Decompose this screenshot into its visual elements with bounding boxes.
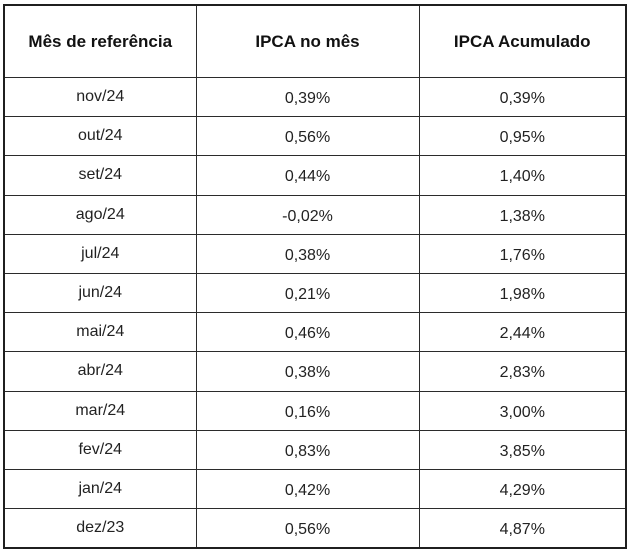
table-row: out/24 0,56% 0,95% xyxy=(3,116,627,157)
ipca-mes-cell: 0,16% xyxy=(195,390,420,431)
ipca-acumulado-cell: 3,85% xyxy=(418,429,627,470)
table-row: jan/24 0,42% 4,29% xyxy=(3,468,627,510)
table-row: jun/24 0,21% 1,98% xyxy=(3,272,627,314)
month-cell: set/24 xyxy=(3,155,197,196)
table-row: dez/23 0,56% 4,87% xyxy=(3,508,627,549)
ipca-mes-cell: 0,56% xyxy=(195,508,420,549)
table-header-row: Mês de referência IPCA no mês IPCA Acumu… xyxy=(3,4,627,78)
ipca-acumulado-cell: 2,44% xyxy=(418,312,627,353)
month-cell: mar/24 xyxy=(3,390,197,431)
ipca-acumulado-cell: 0,39% xyxy=(418,76,627,118)
header-mes-referencia: Mês de referência xyxy=(3,4,197,78)
month-cell: fev/24 xyxy=(3,429,197,470)
month-cell: jan/24 xyxy=(3,468,197,510)
ipca-acumulado-cell: 0,95% xyxy=(418,116,627,157)
month-cell: mai/24 xyxy=(3,312,197,353)
table-body: nov/24 0,39% 0,39% out/24 0,56% 0,95% set/24 0,… xyxy=(3,76,627,549)
ipca-mes-cell: 0,38% xyxy=(195,351,420,392)
ipca-table-container: Mês de referência IPCA no mês IPCA Acumu… xyxy=(3,4,627,549)
month-cell: abr/24 xyxy=(3,351,197,392)
ipca-mes-cell: 0,38% xyxy=(195,233,420,274)
ipca-acumulado-cell: 3,00% xyxy=(418,390,627,431)
ipca-acumulado-cell: 4,29% xyxy=(418,468,627,510)
table-row: mar/24 0,16% 3,00% xyxy=(3,390,627,431)
month-cell: out/24 xyxy=(3,116,197,157)
month-cell: dez/23 xyxy=(3,508,197,549)
ipca-mes-cell: 0,44% xyxy=(195,155,420,196)
ipca-acumulado-cell: 2,83% xyxy=(418,351,627,392)
ipca-mes-cell: 0,42% xyxy=(195,468,420,510)
month-cell: jul/24 xyxy=(3,233,197,274)
ipca-mes-cell: 0,46% xyxy=(195,312,420,353)
ipca-mes-cell: 0,56% xyxy=(195,116,420,157)
month-cell: ago/24 xyxy=(3,194,197,235)
table-row: jul/24 0,38% 1,76% xyxy=(3,233,627,274)
month-cell: nov/24 xyxy=(3,76,197,118)
table-row: fev/24 0,83% 3,85% xyxy=(3,429,627,470)
ipca-acumulado-cell: 1,38% xyxy=(418,194,627,235)
header-ipca-no-mes: IPCA no mês xyxy=(195,4,420,78)
table-row: nov/24 0,39% 0,39% xyxy=(3,76,627,118)
table-row: mai/24 0,46% 2,44% xyxy=(3,312,627,353)
ipca-mes-cell: 0,21% xyxy=(195,272,420,314)
table-row: abr/24 0,38% 2,83% xyxy=(3,351,627,392)
month-cell: jun/24 xyxy=(3,272,197,314)
ipca-mes-cell: 0,83% xyxy=(195,429,420,470)
ipca-acumulado-cell: 1,76% xyxy=(418,233,627,274)
header-ipca-acumulado: IPCA Acumulado xyxy=(418,4,627,78)
ipca-acumulado-cell: 1,40% xyxy=(418,155,627,196)
ipca-mes-cell: -0,02% xyxy=(195,194,420,235)
ipca-acumulado-cell: 4,87% xyxy=(418,508,627,549)
ipca-mes-cell: 0,39% xyxy=(195,76,420,118)
ipca-table: Mês de referência IPCA no mês IPCA Acumu… xyxy=(3,4,627,549)
table-row: ago/24 -0,02% 1,38% xyxy=(3,194,627,235)
table-row: set/24 0,44% 1,40% xyxy=(3,155,627,196)
ipca-acumulado-cell: 1,98% xyxy=(418,272,627,314)
